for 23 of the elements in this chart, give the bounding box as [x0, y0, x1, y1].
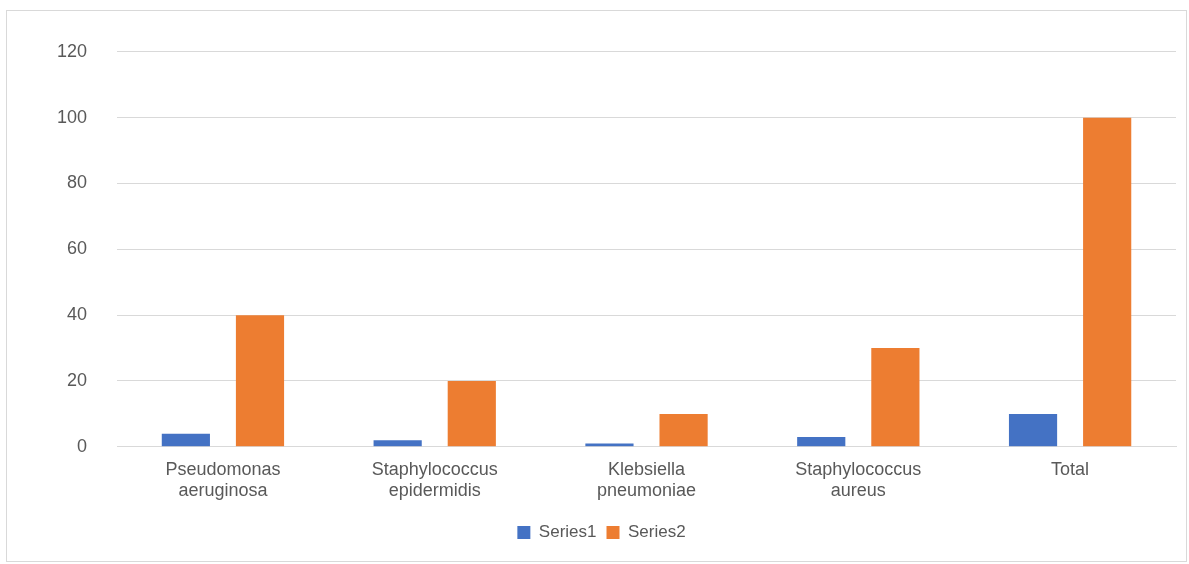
bar — [161, 433, 210, 447]
bar — [1008, 413, 1058, 447]
y-tick-label: 100 — [56, 106, 88, 127]
bar — [1083, 117, 1132, 447]
y-tick-label: 60 — [67, 238, 88, 259]
y-tick-label: 80 — [67, 172, 88, 193]
legend-label: Series2 — [628, 522, 686, 542]
y-tick-label: 40 — [67, 304, 88, 325]
bar — [447, 380, 496, 447]
bar — [871, 348, 920, 447]
bar — [797, 436, 846, 447]
legend-label: Series1 — [538, 522, 597, 542]
x-tick-label: Staphylococcus epidermidis — [371, 458, 498, 501]
y-tick-label: 0 — [77, 435, 88, 456]
bar — [373, 440, 422, 447]
bar — [235, 315, 285, 447]
x-tick-label: Total — [1051, 458, 1090, 479]
x-tick-label: Pseudomonas aeruginosa — [165, 458, 281, 501]
y-tick-label: 20 — [67, 369, 88, 390]
bar — [659, 413, 708, 447]
x-tick-label: Staphylococcus aureus — [795, 458, 922, 501]
x-tick-label: Klebsiella pneumoniae — [596, 458, 697, 501]
y-tick-label: 120 — [56, 40, 88, 61]
